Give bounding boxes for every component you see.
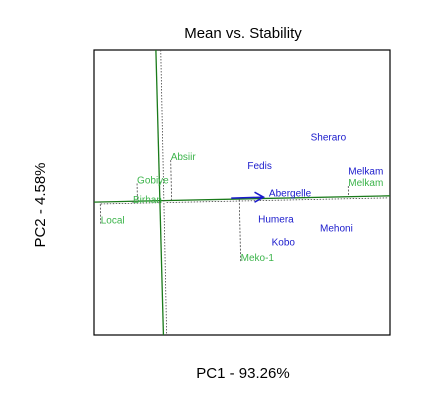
projection-line-vertical [160, 49, 168, 336]
environment-label: Fedis [247, 161, 271, 172]
genotype-label: Local [101, 216, 125, 227]
projection-line-right [166, 197, 388, 203]
plot-frame [93, 49, 391, 336]
ata-arrow-head [254, 191, 266, 203]
y-axis-label: PC2 - 4.58% [32, 162, 49, 247]
genotype-projection [238, 199, 242, 262]
projection-line-left [100, 202, 162, 205]
environment-label: Humera [258, 214, 294, 225]
chart-title: Mean vs. Stability [184, 25, 302, 42]
environment-label: Kobo [272, 238, 296, 249]
genotype-label: Gobiye [137, 175, 169, 186]
environment-label: Sheraro [311, 133, 347, 144]
perpendicular-axis [155, 49, 165, 336]
environment-label: Melkam [348, 166, 383, 177]
average-tester-axis [93, 195, 391, 203]
x-axis-label: PC1 - 93.26% [196, 365, 289, 382]
ata-arrow-shaft [231, 196, 264, 199]
genotype-label: Absiir [171, 152, 197, 163]
genotype-label: Birhan [133, 195, 162, 206]
plot-layer: Absiir Gobiye Birhan Local Meko-1 Melkam Shera… [93, 49, 391, 336]
environment-label: Abergelle [269, 188, 312, 199]
genotype-projection [170, 160, 173, 201]
genotype-label: Melkam [348, 178, 383, 189]
genotype-label: Meko-1 [241, 253, 275, 264]
environment-label: Mehoni [320, 223, 353, 234]
